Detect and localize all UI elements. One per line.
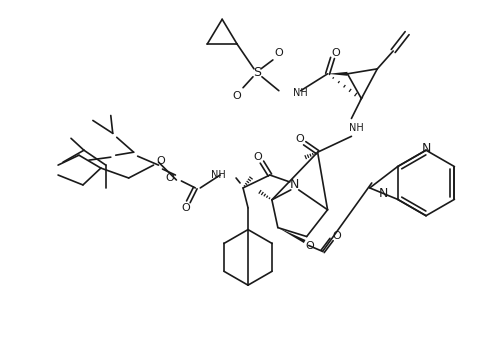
Text: O: O: [332, 231, 341, 241]
Polygon shape: [328, 72, 347, 76]
Text: O: O: [296, 134, 304, 144]
Text: O: O: [306, 241, 314, 251]
Text: O: O: [254, 152, 262, 162]
Text: N: N: [379, 187, 388, 200]
Text: NH: NH: [293, 88, 308, 98]
Text: O: O: [156, 156, 166, 166]
Text: O: O: [274, 48, 283, 58]
Text: NH: NH: [212, 170, 226, 180]
Polygon shape: [278, 227, 305, 243]
Text: N: N: [290, 178, 300, 192]
Text: O: O: [181, 203, 190, 213]
Text: NH: NH: [349, 124, 364, 134]
Text: S: S: [253, 66, 261, 79]
Text: O: O: [166, 173, 174, 183]
Text: N: N: [422, 142, 430, 155]
Text: O: O: [331, 48, 340, 58]
Text: O: O: [232, 91, 241, 101]
